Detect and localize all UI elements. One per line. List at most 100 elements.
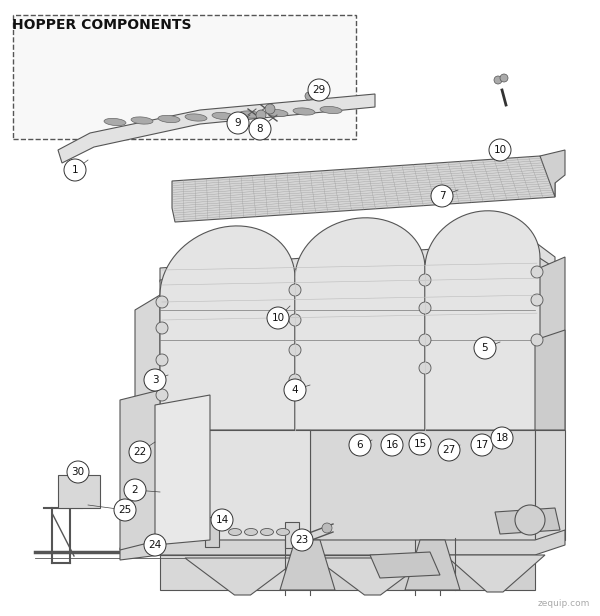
Polygon shape — [405, 540, 460, 590]
Ellipse shape — [266, 110, 288, 116]
Circle shape — [515, 505, 545, 535]
Polygon shape — [160, 555, 310, 590]
Polygon shape — [370, 552, 440, 578]
Text: HOPPER COMPONENTS: HOPPER COMPONENTS — [12, 18, 191, 32]
Polygon shape — [535, 257, 565, 430]
Circle shape — [156, 296, 168, 308]
Circle shape — [211, 509, 233, 531]
Polygon shape — [495, 508, 560, 534]
Circle shape — [144, 534, 166, 556]
Circle shape — [156, 389, 168, 401]
Circle shape — [114, 499, 136, 521]
Ellipse shape — [245, 529, 257, 535]
Ellipse shape — [239, 111, 261, 118]
Text: 18: 18 — [496, 433, 509, 443]
Ellipse shape — [229, 529, 241, 535]
Ellipse shape — [320, 107, 342, 113]
Circle shape — [256, 110, 266, 120]
Circle shape — [381, 434, 403, 456]
Circle shape — [289, 314, 301, 326]
Polygon shape — [280, 540, 335, 590]
Circle shape — [409, 433, 431, 455]
Polygon shape — [58, 475, 100, 508]
Text: 17: 17 — [475, 440, 488, 450]
Text: 5: 5 — [482, 343, 488, 353]
Ellipse shape — [277, 529, 290, 535]
Polygon shape — [535, 270, 555, 430]
Polygon shape — [425, 211, 540, 430]
Text: 10: 10 — [493, 145, 506, 155]
Circle shape — [494, 76, 502, 84]
Circle shape — [265, 104, 275, 114]
Polygon shape — [120, 390, 160, 550]
Circle shape — [249, 118, 271, 140]
Polygon shape — [160, 270, 555, 430]
Circle shape — [419, 334, 431, 346]
Circle shape — [227, 112, 249, 134]
Circle shape — [129, 441, 151, 463]
Circle shape — [156, 322, 168, 334]
Polygon shape — [310, 430, 535, 540]
Ellipse shape — [158, 115, 180, 123]
Bar — [205, 517, 219, 547]
Circle shape — [289, 374, 301, 386]
Circle shape — [491, 427, 513, 449]
Polygon shape — [120, 530, 565, 560]
Polygon shape — [185, 558, 300, 595]
Polygon shape — [540, 150, 565, 197]
Text: 23: 23 — [295, 535, 308, 545]
Text: 6: 6 — [356, 440, 364, 450]
Polygon shape — [160, 226, 295, 430]
Circle shape — [289, 284, 301, 296]
Circle shape — [322, 523, 332, 533]
Text: 16: 16 — [385, 440, 398, 450]
Text: zequip.com: zequip.com — [538, 599, 590, 608]
Bar — [13, 15, 356, 139]
Ellipse shape — [212, 112, 234, 120]
Circle shape — [156, 354, 168, 366]
Polygon shape — [160, 242, 555, 282]
Circle shape — [500, 74, 508, 82]
Circle shape — [471, 434, 493, 456]
Text: 15: 15 — [413, 439, 427, 449]
Ellipse shape — [260, 529, 274, 535]
Circle shape — [144, 369, 166, 391]
Circle shape — [289, 344, 301, 356]
Circle shape — [267, 307, 289, 329]
Ellipse shape — [104, 118, 126, 126]
Circle shape — [431, 185, 453, 207]
Text: 22: 22 — [133, 447, 146, 457]
Circle shape — [531, 294, 543, 306]
Polygon shape — [315, 558, 430, 595]
Text: 27: 27 — [442, 445, 455, 455]
Polygon shape — [535, 330, 565, 430]
Polygon shape — [445, 555, 545, 592]
Text: 25: 25 — [118, 505, 131, 515]
Polygon shape — [135, 295, 160, 430]
Text: 1: 1 — [71, 165, 79, 175]
Text: 30: 30 — [71, 467, 85, 477]
Text: 29: 29 — [313, 85, 326, 95]
Polygon shape — [160, 430, 310, 540]
Circle shape — [419, 302, 431, 314]
Polygon shape — [155, 395, 210, 545]
Polygon shape — [535, 430, 565, 540]
Circle shape — [291, 529, 313, 551]
Ellipse shape — [293, 108, 315, 115]
Circle shape — [124, 479, 146, 501]
Text: 3: 3 — [152, 375, 158, 385]
Circle shape — [531, 334, 543, 346]
Bar — [285, 522, 299, 548]
Circle shape — [531, 266, 543, 278]
Text: 10: 10 — [271, 313, 284, 323]
Text: 9: 9 — [235, 118, 241, 128]
Circle shape — [308, 79, 330, 101]
Circle shape — [419, 274, 431, 286]
Circle shape — [64, 159, 86, 181]
Circle shape — [489, 139, 511, 161]
Polygon shape — [310, 555, 535, 590]
Text: 2: 2 — [131, 485, 139, 495]
Polygon shape — [58, 94, 375, 163]
Polygon shape — [295, 218, 425, 430]
Circle shape — [316, 89, 324, 97]
